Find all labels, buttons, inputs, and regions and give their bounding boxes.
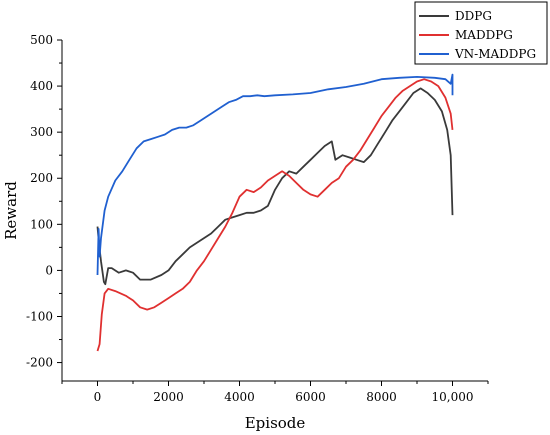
series-line-ddpg	[96, 87, 454, 286]
y-tick-label: 0	[45, 263, 53, 277]
y-axis-title: Reward	[2, 181, 20, 240]
x-tick-label: 0	[94, 390, 102, 404]
x-tick-label: 2000	[153, 390, 184, 404]
x-tick-label: 4000	[224, 390, 255, 404]
x-tick-label: 8000	[366, 390, 397, 404]
series-line-maddpg	[96, 78, 454, 352]
x-axis-title: Episode	[245, 414, 306, 432]
legend-label: MADDPG	[455, 28, 513, 42]
x-tick-label: 10,000	[432, 390, 474, 404]
y-tick-label: -100	[26, 309, 53, 323]
y-tick-label: 500	[30, 33, 53, 47]
y-tick-label: 300	[30, 125, 53, 139]
x-tick-label: 6000	[295, 390, 326, 404]
y-tick-label: 200	[30, 171, 53, 185]
plot-lines	[96, 73, 454, 352]
legend-label: VN-MADDPG	[454, 47, 536, 61]
axes: -200 -100 0 100 200 300 400 500 0 2000 4000 6000 800…	[26, 33, 489, 404]
y-tick-label: -200	[26, 356, 53, 370]
y-tick-label: 100	[30, 217, 53, 231]
series-line-vn-maddpg	[96, 73, 454, 276]
legend: DDPG MADDPG VN-MADDPG	[414, 1, 548, 65]
legend-label: DDPG	[455, 9, 492, 23]
y-tick-label: 400	[30, 79, 53, 93]
